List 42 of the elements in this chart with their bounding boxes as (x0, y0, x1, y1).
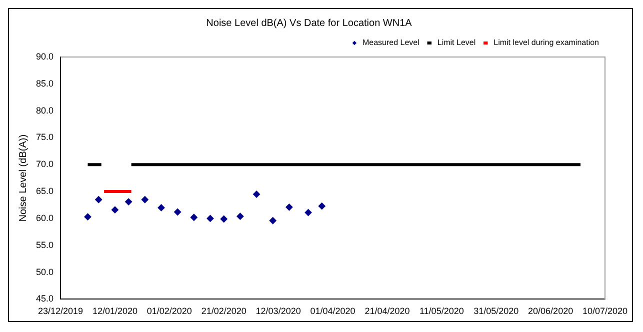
point (236, 212, 244, 220)
x-tick-label: 31/05/2020 (474, 306, 519, 316)
x-tick-label: 23/12/2019 (38, 306, 84, 316)
point (304, 209, 312, 216)
y-tick-label: 90.0 (36, 51, 54, 62)
x-tick-label: 21/02/2020 (201, 306, 246, 316)
point (269, 217, 276, 224)
point (318, 202, 326, 210)
chart-title: Noise Level dB(A) Vs Date for Location WN1A (206, 18, 412, 29)
legend-label: Limit Level (437, 38, 476, 48)
x-tick-label: 11/05/2020 (419, 306, 464, 316)
point (158, 204, 165, 212)
y-tick-label: 50.0 (36, 266, 54, 277)
y-tick-label: 60.0 (36, 212, 54, 223)
point (125, 198, 132, 206)
x-tick-label: 01/04/2020 (310, 306, 356, 316)
y-tick-label: 85.0 (36, 78, 54, 88)
point (253, 190, 260, 198)
point (141, 196, 148, 204)
x-tick-label: 20/06/2020 (528, 306, 574, 316)
legend-label: Measured Level (362, 38, 420, 48)
y-tick-label: 65.0 (36, 186, 54, 196)
legend-label: Limit level during examination (494, 38, 600, 48)
point (206, 214, 214, 222)
point (111, 206, 118, 214)
y-tick-label: 80.0 (36, 105, 54, 116)
y-tick-label: 45.0 (36, 294, 54, 304)
y-tick-label: 55.0 (36, 240, 54, 250)
y-axis-title: Noise Level (dB(A)) (18, 134, 29, 222)
point (95, 196, 102, 204)
point (84, 213, 92, 220)
x-tick-label: 12/03/2020 (256, 306, 301, 316)
x-tick-label: 10/07/2020 (582, 306, 628, 316)
x-tick-label: 21/04/2020 (364, 306, 410, 316)
y-tick-label: 70.0 (36, 159, 54, 170)
point (174, 208, 182, 216)
point (220, 216, 228, 223)
y-tick-label: 75.0 (36, 132, 54, 142)
point (190, 214, 198, 221)
point (286, 204, 293, 211)
x-tick-label: 01/02/2020 (146, 306, 192, 316)
x-tick-label: 12/01/2020 (92, 306, 138, 316)
